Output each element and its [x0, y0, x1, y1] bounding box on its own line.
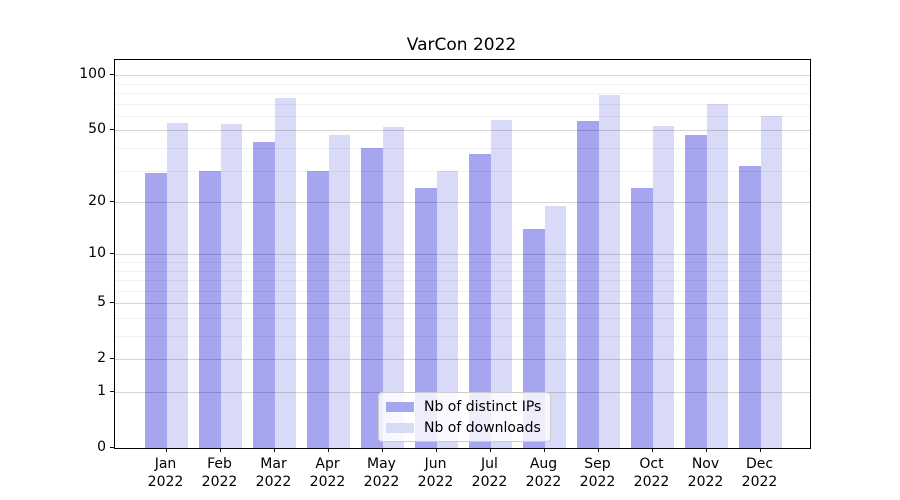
gridline-minor: [115, 103, 810, 105]
gridline-minor: [115, 262, 810, 263]
bar-nb-of-downloads-mar: [274, 98, 296, 448]
y-tick-label: 0: [97, 439, 106, 455]
legend-item-downloads: Nb of downloads: [386, 419, 541, 436]
gridline-major: [115, 202, 810, 204]
bar-nb-of-distinct-ips-apr: [307, 170, 329, 448]
gridline-minor: [115, 270, 810, 272]
x-axis-tick: [759, 448, 761, 452]
gridline-major: [115, 75, 810, 77]
x-tick-label-apr: Apr 2022: [309, 456, 346, 490]
gridline-minor: [115, 93, 810, 95]
x-tick-label-jun: Jun 2022: [417, 456, 454, 490]
bar-nb-of-distinct-ips-jul: [469, 154, 491, 448]
gridline-major: [115, 303, 810, 305]
legend-swatch-distinct-ips: [386, 401, 414, 412]
x-axis-tick: [705, 448, 707, 452]
x-tick-label-oct: Oct 2022: [633, 456, 670, 490]
y-tick-label: 1: [97, 383, 106, 399]
gridline-major: [115, 359, 810, 361]
legend-swatch-downloads: [386, 422, 414, 433]
y-axis-tick: [110, 74, 114, 76]
bar-nb-of-distinct-ips-dec: [739, 165, 761, 448]
plot-area: [114, 59, 811, 449]
gridline-minor: [115, 280, 810, 282]
x-axis-tick: [489, 448, 491, 452]
x-axis-tick: [219, 448, 221, 452]
bar-nb-of-downloads-jul: [490, 120, 512, 448]
x-tick-label-feb: Feb 2022: [201, 456, 238, 490]
x-tick-label-sep: Sep 2022: [579, 456, 616, 490]
bar-nb-of-downloads-dec: [760, 115, 782, 448]
bar-nb-of-distinct-ips-may: [361, 148, 383, 448]
y-tick-label: 20: [88, 193, 106, 210]
bar-nb-of-downloads-sep: [598, 95, 620, 448]
bar-nb-of-downloads-jan: [166, 122, 188, 448]
gridline-minor: [115, 83, 810, 85]
y-tick-label: 100: [79, 66, 106, 83]
bar-nb-of-downloads-apr: [328, 135, 350, 448]
bar-nb-of-distinct-ips-sep: [577, 121, 599, 448]
gridline-minor: [115, 170, 810, 172]
chart-title: VarCon 2022: [406, 35, 517, 55]
legend-label: Nb of downloads: [424, 419, 541, 436]
legend-label: Nb of distinct IPs: [424, 398, 542, 415]
y-axis-tick: [110, 447, 114, 448]
y-axis-tick: [110, 358, 114, 360]
gridline-minor: [115, 317, 810, 319]
x-tick-label-nov: Nov 2022: [687, 456, 724, 490]
gridline-minor: [115, 336, 810, 338]
bar-nb-of-distinct-ips-mar: [253, 142, 275, 448]
bar-nb-of-downloads-aug: [544, 206, 566, 448]
bar-nb-of-downloads-may: [382, 127, 404, 448]
y-axis-tick: [110, 302, 114, 304]
bar-nb-of-downloads-feb: [220, 124, 242, 448]
x-axis-tick: [165, 448, 167, 452]
gridline-minor: [115, 148, 810, 150]
bar-nb-of-distinct-ips-jun: [415, 187, 437, 448]
bar-nb-of-distinct-ips-jan: [145, 173, 167, 448]
x-tick-label-dec: Dec 2022: [741, 456, 778, 490]
bar-nb-of-distinct-ips-oct: [631, 187, 653, 448]
x-tick-label-jan: Jan 2022: [147, 456, 184, 490]
x-axis-tick: [435, 448, 437, 452]
bar-nb-of-downloads-nov: [706, 103, 728, 448]
legend: Nb of distinct IPs Nb of downloads: [378, 392, 552, 442]
x-axis-tick: [381, 448, 383, 452]
x-axis-tick: [543, 448, 545, 452]
x-tick-label-aug: Aug 2022: [525, 456, 562, 490]
gridline-minor: [115, 290, 810, 292]
bar-nb-of-distinct-ips-feb: [199, 170, 221, 448]
y-axis-tick: [110, 129, 114, 131]
gridline-minor: [115, 115, 810, 117]
x-axis-tick: [273, 448, 275, 452]
x-tick-label-jul: Jul 2022: [471, 456, 508, 490]
gridline-major: [115, 254, 810, 256]
x-tick-label-mar: Mar 2022: [255, 456, 292, 490]
y-tick-label: 10: [88, 245, 106, 262]
bar-nb-of-downloads-oct: [652, 125, 674, 448]
x-axis-tick: [597, 448, 599, 452]
y-axis-tick: [110, 253, 114, 255]
y-tick-label: 5: [97, 294, 106, 311]
x-axis-tick: [327, 448, 329, 452]
bar-nb-of-distinct-ips-nov: [685, 135, 707, 448]
gridline-major: [115, 130, 810, 132]
x-axis-tick: [651, 448, 653, 452]
bar-nb-of-downloads-jun: [436, 170, 458, 448]
y-tick-label: 2: [97, 350, 106, 367]
y-tick-label: 50: [88, 121, 106, 138]
y-axis-tick: [110, 201, 114, 203]
legend-item-distinct-ips: Nb of distinct IPs: [386, 398, 541, 415]
x-tick-label-may: May 2022: [363, 456, 400, 490]
y-axis-tick: [110, 391, 114, 392]
